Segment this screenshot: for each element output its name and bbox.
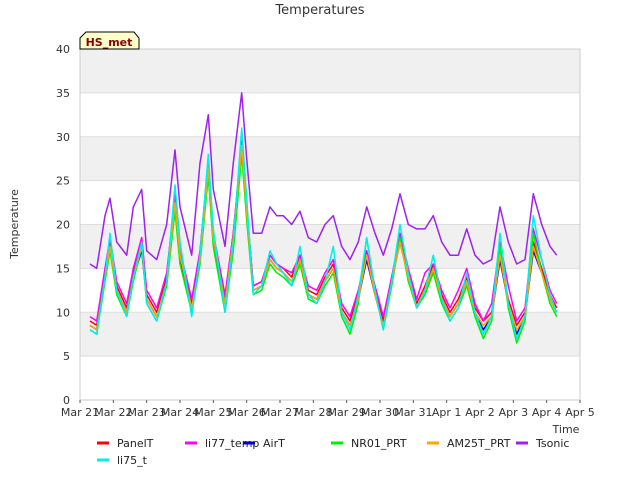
x-tick-label: Apr 3 bbox=[499, 406, 529, 419]
x-tick-label: Apr 2 bbox=[465, 406, 495, 419]
legend-item-nr01-prt: NR01_PRT bbox=[331, 437, 407, 450]
series-line-li75-t bbox=[89, 127, 558, 340]
series-line-panelt bbox=[89, 140, 558, 327]
legend-label: li75_t bbox=[117, 454, 148, 467]
legend-label: AM25T_PRT bbox=[447, 437, 511, 450]
y-tick-label: 0 bbox=[63, 394, 70, 407]
series-line-li77-temp bbox=[89, 144, 558, 322]
legend-item-am25t-prt: AM25T_PRT bbox=[427, 437, 511, 450]
y-tick-label: 5 bbox=[63, 350, 70, 363]
legend: PanelT li77_temp AirT NR01_PRT AM25T_PRT Tson… bbox=[97, 437, 569, 467]
y-tick-label: 15 bbox=[56, 262, 70, 275]
band-5-10 bbox=[80, 312, 580, 357]
y-tick-label: 10 bbox=[56, 306, 70, 319]
x-tick-label: Apr 5 bbox=[565, 406, 595, 419]
x-tick-label: Mar 23 bbox=[128, 406, 166, 419]
y-tick-label: 40 bbox=[56, 43, 70, 56]
x-tick-label: Apr 4 bbox=[532, 406, 562, 419]
x-axis-label: Time bbox=[552, 423, 580, 436]
x-tick-label: Mar 26 bbox=[228, 406, 266, 419]
x-tick-label: Mar 24 bbox=[161, 406, 199, 419]
y-axis-label: Temperature bbox=[8, 189, 21, 260]
legend-label: PanelT bbox=[117, 437, 154, 450]
legend-label: li77_temp bbox=[205, 437, 259, 450]
legend-label: Tsonic bbox=[535, 437, 569, 450]
legend-label: NR01_PRT bbox=[351, 437, 407, 450]
x-tick-label: Mar 27 bbox=[261, 406, 299, 419]
legend-item-airt: AirT bbox=[243, 437, 285, 450]
x-tick-label: Apr 1 bbox=[432, 406, 462, 419]
y-axis-ticks: 0 5 10 15 20 25 30 35 40 bbox=[56, 43, 70, 407]
y-tick-label: 35 bbox=[56, 87, 70, 100]
series-lines bbox=[89, 92, 558, 344]
x-tick-label: Mar 28 bbox=[294, 406, 332, 419]
legend-item-panelt: PanelT bbox=[97, 437, 154, 450]
legend-item-tsonic: Tsonic bbox=[516, 437, 569, 450]
badge-shape bbox=[79, 31, 140, 50]
band-25-30 bbox=[80, 136, 580, 181]
y-tick-label: 25 bbox=[56, 175, 70, 188]
series-line-tsonic bbox=[89, 92, 558, 270]
legend-item-li75-t: li75_t bbox=[97, 454, 148, 467]
station-badge: HS_met bbox=[79, 31, 140, 50]
x-tick-label: Mar 30 bbox=[361, 406, 399, 419]
x-tick-label: Mar 29 bbox=[328, 406, 366, 419]
legend-label: AirT bbox=[263, 437, 285, 450]
x-tick-label: Mar 21 bbox=[61, 406, 99, 419]
chart-title: Temperatures bbox=[274, 3, 364, 18]
x-tick-label: Mar 22 bbox=[94, 406, 132, 419]
x-tick-label: Mar 31 bbox=[394, 406, 432, 419]
y-tick-label: 30 bbox=[56, 131, 70, 144]
plot-frame bbox=[79, 48, 581, 401]
y-tick-label: 20 bbox=[56, 219, 70, 232]
band-35-40 bbox=[80, 49, 580, 93]
legend-item-li77-temp: li77_temp bbox=[185, 437, 259, 450]
badge-label: HS_met bbox=[86, 36, 133, 49]
x-tick-label: Mar 25 bbox=[194, 406, 232, 419]
